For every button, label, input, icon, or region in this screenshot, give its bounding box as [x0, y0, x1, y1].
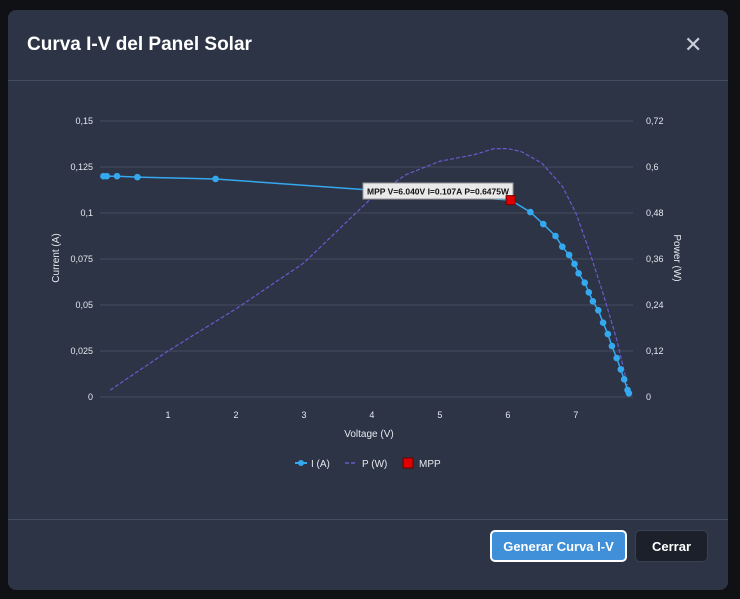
modal: Curva I-V del Panel Solar ✕: [8, 10, 728, 590]
current-point: [581, 279, 589, 287]
modal-header: Curva I-V del Panel Solar ✕: [8, 10, 728, 81]
current-point: [134, 173, 141, 181]
current-point: [565, 251, 573, 259]
x-axis-label: Voltage (V): [344, 429, 393, 440]
x-tick-label: 3: [301, 410, 306, 420]
current-point: [608, 342, 616, 350]
legend-item-mpp[interactable]: MPP: [402, 457, 441, 470]
y-tick-label: 0: [88, 392, 93, 402]
legend: I (A) P (W) MPP: [295, 457, 441, 470]
x-tick-label: 5: [437, 410, 442, 420]
mpp-marker: [505, 195, 516, 206]
modal-title: Curva I-V del Panel Solar: [27, 34, 252, 55]
svg-text:I (A): I (A): [311, 459, 330, 470]
current-point: [212, 175, 219, 183]
current-point: [599, 319, 607, 326]
close-icon[interactable]: ✕: [684, 32, 703, 57]
iv-chart: 0 0 0,025 0,12 0,05 0,24 0,075 0,36 0,1 0,48 0,125…: [51, 116, 682, 470]
current-point: [539, 220, 547, 228]
current-point: [103, 172, 111, 180]
x-tick-label: 6: [505, 410, 510, 420]
current-point: [585, 289, 593, 296]
y-tick-label: 0,05: [75, 300, 93, 310]
current-point: [575, 270, 582, 277]
y2-tick-label: 0: [646, 392, 651, 402]
current-point: [625, 390, 633, 397]
current-point: [589, 298, 597, 305]
y-axis-label: Current (A): [51, 233, 62, 282]
generate-curve-button[interactable]: Generar Curva I-V: [490, 530, 627, 562]
y-tick-label: 0,075: [70, 254, 93, 264]
current-point: [558, 243, 566, 250]
x-tick-label: 4: [369, 410, 374, 420]
y-tick-label: 0,1: [80, 208, 93, 218]
mpp-tooltip: MPP V=6.040V I=0.107A P=0.6475W: [362, 182, 514, 200]
svg-text:P (W): P (W): [362, 459, 387, 470]
mpp-tooltip-text: MPP V=6.040V I=0.107A P=0.6475W: [367, 187, 510, 197]
y-tick-label: 0,025: [70, 346, 93, 356]
x-tick-label: 2: [233, 410, 238, 420]
y2-tick-label: 0,12: [646, 346, 664, 356]
modal-footer-divider: [8, 519, 728, 520]
x-tick-label: 1: [165, 410, 170, 420]
current-line: [103, 175, 630, 394]
current-point: [113, 172, 121, 180]
legend-item-current[interactable]: I (A): [295, 459, 330, 470]
current-point: [620, 376, 628, 383]
current-point: [527, 208, 534, 216]
y2-tick-label: 0,48: [646, 208, 664, 218]
close-button[interactable]: Cerrar: [635, 530, 708, 562]
legend-item-power[interactable]: P (W): [345, 459, 387, 470]
y2-axis-label: Power (W): [671, 234, 682, 281]
svg-text:MPP: MPP: [419, 459, 441, 470]
y2-tick-label: 0,24: [646, 300, 664, 310]
y-tick-label: 0,125: [70, 162, 93, 172]
current-point: [552, 232, 559, 240]
current-point: [571, 260, 578, 268]
current-point: [604, 330, 612, 338]
current-point: [595, 307, 602, 314]
power-line: [109, 148, 629, 391]
y2-tick-label: 0,36: [646, 254, 664, 264]
y2-tick-label: 0,72: [646, 116, 664, 126]
current-point: [613, 354, 620, 362]
y2-tick-label: 0,6: [646, 162, 659, 172]
x-tick-label: 7: [573, 410, 578, 420]
y-tick-label: 0,15: [75, 116, 93, 126]
current-point: [617, 366, 625, 373]
